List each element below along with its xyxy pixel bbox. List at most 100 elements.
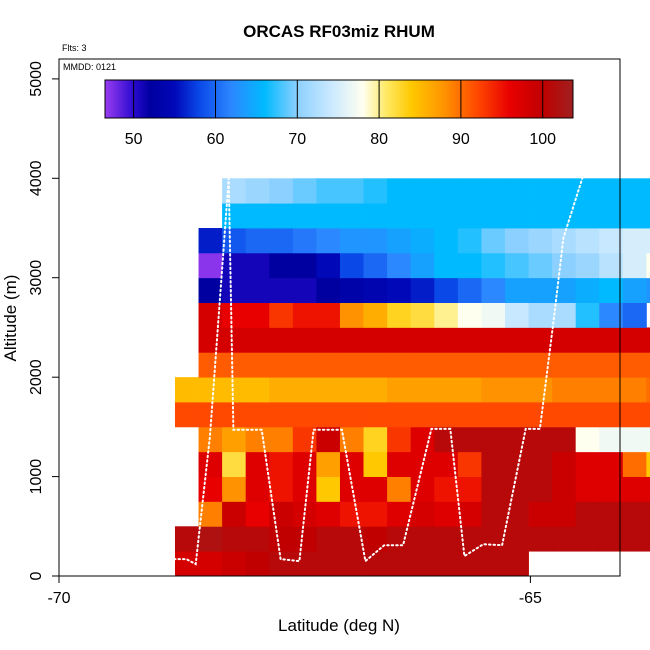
heatmap-cell (481, 377, 506, 403)
heatmap-cell (504, 228, 529, 254)
heatmap-cell (387, 551, 412, 577)
heatmap-cell (269, 178, 294, 204)
heatmap-cell (481, 327, 506, 353)
mmdd-label: MMDD: 0121 (63, 62, 116, 72)
heatmap-cell (646, 252, 650, 279)
heatmap-cell (481, 277, 506, 303)
heatmap-cell (174, 526, 199, 552)
colorbar-ticks: 50 60 70 80 90 100 (125, 80, 556, 148)
heatmap-cell (646, 501, 650, 527)
heatmap-cell (622, 476, 647, 502)
heatmap-cell (599, 302, 624, 328)
heatmap-cell (457, 377, 482, 403)
heatmap-cell (528, 426, 553, 453)
heatmap-cell (363, 252, 388, 279)
heatmap-cell (269, 352, 294, 378)
heatmap-cell (481, 526, 506, 552)
heatmap-cells (174, 178, 650, 577)
heatmap-cell (504, 476, 529, 502)
heatmap-cell (316, 426, 341, 453)
heatmap-cell (292, 203, 317, 229)
heatmap-cell (410, 252, 435, 279)
heatmap-cell (245, 277, 270, 303)
heatmap-cell (457, 501, 482, 527)
y-tick-label: 1000 (28, 459, 45, 495)
heatmap-cell (363, 426, 388, 453)
heatmap-cell (599, 327, 624, 353)
heatmap-cell (316, 402, 341, 428)
heatmap-cell (198, 526, 223, 552)
heatmap-cell (504, 252, 529, 279)
heatmap-cell (434, 451, 459, 477)
heatmap-cell (198, 501, 223, 527)
heatmap-cell (504, 526, 529, 552)
heatmap-cell (339, 551, 364, 577)
heatmap-cell (434, 327, 459, 353)
heatmap-cell (222, 551, 247, 577)
heatmap-cell (481, 402, 506, 428)
heatmap-cell (457, 252, 482, 279)
heatmap-cell (622, 501, 647, 527)
heatmap-cell (363, 501, 388, 527)
heatmap-cell (622, 302, 647, 328)
heatmap-cell (434, 551, 459, 577)
heatmap-cell (622, 252, 647, 279)
heatmap-cell (599, 476, 624, 502)
heatmap-cell (222, 451, 247, 477)
heatmap-cell (575, 451, 600, 477)
heatmap-cell (528, 352, 553, 378)
heatmap-cell (552, 476, 577, 502)
heatmap-cell (575, 327, 600, 353)
heatmap-cell (622, 277, 647, 303)
heatmap-cell (434, 501, 459, 527)
heatmap-cell (504, 203, 529, 229)
heatmap-cell (457, 228, 482, 254)
heatmap-cell (292, 551, 317, 577)
heatmap-cell (222, 327, 247, 353)
heatmap-cell (622, 377, 647, 403)
heatmap-cell (410, 551, 435, 577)
heatmap-cell (339, 302, 364, 328)
heatmap-cell (387, 277, 412, 303)
heatmap-cell (198, 451, 223, 477)
colorbar-tick-label: 60 (207, 131, 225, 148)
heatmap-cell (387, 228, 412, 254)
heatmap-cell (434, 377, 459, 403)
heatmap-cell (552, 252, 577, 279)
heatmap-cell (222, 352, 247, 378)
heatmap-cell (528, 377, 553, 403)
y-axis-label: Altitude (m) (1, 275, 20, 362)
x-axis-label: Latitude (deg N) (278, 616, 400, 635)
heatmap-cell (222, 426, 247, 453)
heatmap-cell (622, 178, 647, 204)
heatmap-cell (575, 228, 600, 254)
heatmap-cell (646, 327, 650, 353)
heatmap-cell (245, 551, 270, 577)
heatmap-cell (599, 203, 624, 229)
heatmap-cell (646, 377, 650, 403)
heatmap-cell (434, 203, 459, 229)
heatmap-cell (575, 426, 600, 453)
colorbar-tick-label: 70 (288, 131, 306, 148)
heatmap-cell (575, 178, 600, 204)
heatmap-cell (622, 327, 647, 353)
heatmap-cell (481, 228, 506, 254)
heatmap-cell (575, 352, 600, 378)
y-tick-label: 4000 (28, 160, 45, 196)
heatmap-cell (222, 178, 247, 204)
heatmap-cell (245, 451, 270, 477)
heatmap-cell (528, 277, 553, 303)
heatmap-cell (245, 501, 270, 527)
heatmap-cell (292, 402, 317, 428)
y-tick-label: 3000 (28, 260, 45, 296)
heatmap-cell (481, 476, 506, 502)
heatmap-cell (481, 352, 506, 378)
heatmap-cell (222, 203, 247, 229)
heatmap-cell (222, 402, 247, 428)
heatmap-cell (174, 377, 199, 403)
heatmap-cell (292, 526, 317, 552)
heatmap-cell (269, 228, 294, 254)
heatmap-cell (316, 252, 341, 279)
heatmap-cell (363, 352, 388, 378)
heatmap-cell (528, 526, 553, 552)
